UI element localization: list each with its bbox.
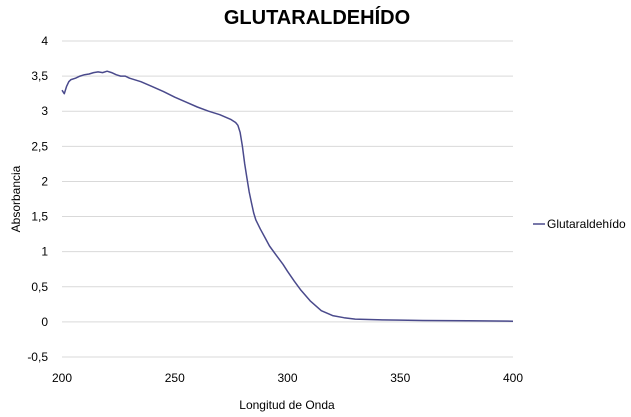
x-tick-label-3: 350 (390, 371, 410, 385)
y-tick-label-0: -0,5 (27, 350, 48, 364)
x-tick-label-1: 250 (165, 371, 185, 385)
y-tick-label-4: 1,5 (31, 210, 48, 224)
y-tick-label-3: 1 (41, 245, 48, 259)
x-tick-labels: 200 250 300 350 400 (52, 371, 523, 385)
series-line-0 (61, 70, 514, 322)
x-axis-label: Longitud de Onda (239, 398, 335, 412)
y-tick-label-7: 3 (41, 104, 48, 118)
legend-label: Glutaraldehído (547, 217, 626, 231)
x-tick-label-0: 200 (52, 371, 72, 385)
y-tick-label-5: 2 (41, 174, 48, 188)
y-tick-label-8: 3,5 (31, 69, 48, 83)
chart-title: GLUTARALDEHÍDO (224, 6, 410, 29)
y-tick-label-9: 4 (41, 34, 48, 48)
series-lines (61, 70, 514, 322)
grid-lines (62, 40, 513, 358)
y-tick-labels: -0,5 0 0,5 1 1,5 2 2,5 3 3,5 4 (27, 34, 48, 364)
y-axis-label: Absorbancia (9, 165, 23, 232)
x-tick-label-2: 300 (277, 371, 297, 385)
legend: Glutaraldehído (533, 217, 626, 231)
y-tick-label-2: 0,5 (31, 280, 48, 294)
y-tick-label-6: 2,5 (31, 139, 48, 153)
x-tick-label-4: 400 (503, 371, 523, 385)
y-tick-label-1: 0 (41, 315, 48, 329)
